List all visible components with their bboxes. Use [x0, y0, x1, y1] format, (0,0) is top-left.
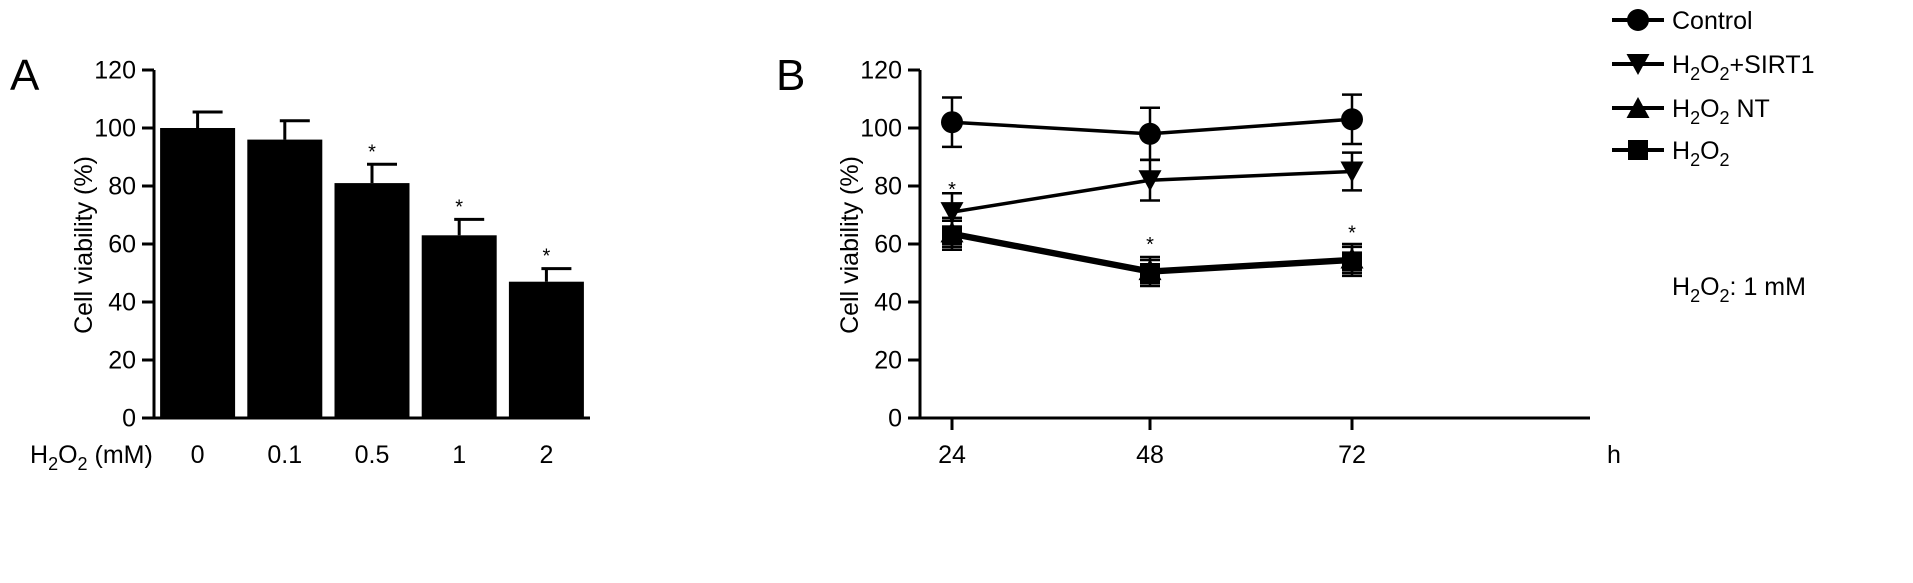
legend-marker-triangle-up: [1626, 97, 1650, 118]
data-point: [1140, 263, 1160, 283]
significance-marker: *: [1146, 234, 1154, 256]
legend-label: H2O2+SIRT1: [1672, 51, 1815, 84]
x-tick-label: 72: [1338, 441, 1366, 469]
y-tick-label: 120: [94, 57, 136, 85]
y-tick-label: 20: [874, 347, 902, 375]
legend-label: H2O2: [1672, 137, 1730, 170]
series-h2o2_sirt1: [940, 151, 1364, 233]
panel-a-ylabel: Cell viability (%): [70, 156, 98, 334]
legend-marker-circle: [1627, 9, 1649, 31]
y-tick-label: 100: [860, 115, 902, 143]
panel-a: A Cell viability (%) 0 20 40 60 80 100 120 0 0.…: [10, 51, 590, 474]
x-tick-label: 0.5: [355, 441, 390, 469]
y-tick-label: 80: [108, 173, 136, 201]
y-tick-label: 40: [874, 289, 902, 317]
panel-a-letter: A: [10, 51, 40, 100]
bar: [421, 235, 497, 418]
x-tick-label: 24: [938, 441, 966, 469]
series-h2o2: [942, 219, 1362, 288]
significance-marker: *: [948, 179, 956, 201]
y-tick-label: 0: [888, 405, 902, 433]
panel-a-xlabel: H2O2 (mM): [30, 441, 153, 474]
bar: [247, 139, 323, 418]
y-tick-label: 80: [874, 173, 902, 201]
significance-marker: *: [368, 141, 376, 163]
bar: [160, 128, 236, 418]
panel-b: B Cell viability (%) 0 20 40 60 80 100 120 24 48…: [776, 51, 1621, 469]
panel-b-xunit: h: [1607, 441, 1621, 469]
legend-marker-triangle-down: [1626, 54, 1650, 75]
legend-item: Control: [1612, 7, 1753, 35]
panel-b-series: * * *: [940, 93, 1364, 288]
panel-a-bars: 0 0.1 * 0.5 * 1 * 2: [160, 110, 584, 469]
data-point: [940, 202, 964, 224]
legend-marker-square: [1628, 140, 1648, 160]
data-point: [1341, 108, 1363, 131]
x-tick-label: 0: [191, 441, 205, 469]
panel-b-letter: B: [776, 51, 805, 100]
panel-b-ticks: 0 20 40 60 80 100 120 24 48 72: [860, 57, 1366, 470]
legend-item: H2O2 NT: [1612, 95, 1770, 128]
panel-b-ylabel: Cell viability (%): [836, 156, 864, 334]
legend-item: H2O2: [1612, 137, 1730, 170]
y-tick-label: 100: [94, 115, 136, 143]
y-tick-label: 60: [108, 231, 136, 259]
series-control: [941, 93, 1363, 162]
legend-label: Control: [1672, 7, 1753, 35]
panel-a-ticks: 0 20 40 60 80 100 120: [94, 57, 154, 433]
significance-marker: *: [543, 246, 551, 268]
significance-marker: *: [455, 196, 463, 218]
legend-label: H2O2 NT: [1672, 95, 1770, 128]
data-point: [1342, 251, 1362, 272]
y-tick-label: 0: [122, 405, 136, 433]
data-point: [1139, 122, 1161, 145]
dose-note: H2O2: 1 mM: [1672, 273, 1806, 306]
y-tick-label: 20: [108, 347, 136, 375]
data-point: [1340, 161, 1364, 183]
data-point: [1138, 170, 1162, 192]
significance-marker: *: [1348, 223, 1356, 245]
legend: Control H2O2+SIRT1 H2O2 NT H2O2: [1612, 7, 1815, 170]
bar: [334, 183, 410, 418]
legend-item: H2O2+SIRT1: [1612, 51, 1815, 84]
y-tick-label: 40: [108, 289, 136, 317]
y-tick-label: 120: [860, 57, 902, 85]
x-tick-label: 2: [539, 441, 553, 469]
x-tick-label: 0.1: [267, 441, 302, 469]
data-point: [942, 225, 962, 246]
y-tick-label: 60: [874, 231, 902, 259]
bar: [508, 281, 584, 418]
x-tick-label: 1: [452, 441, 466, 469]
x-tick-label: 48: [1136, 441, 1164, 469]
data-point: [941, 111, 963, 134]
